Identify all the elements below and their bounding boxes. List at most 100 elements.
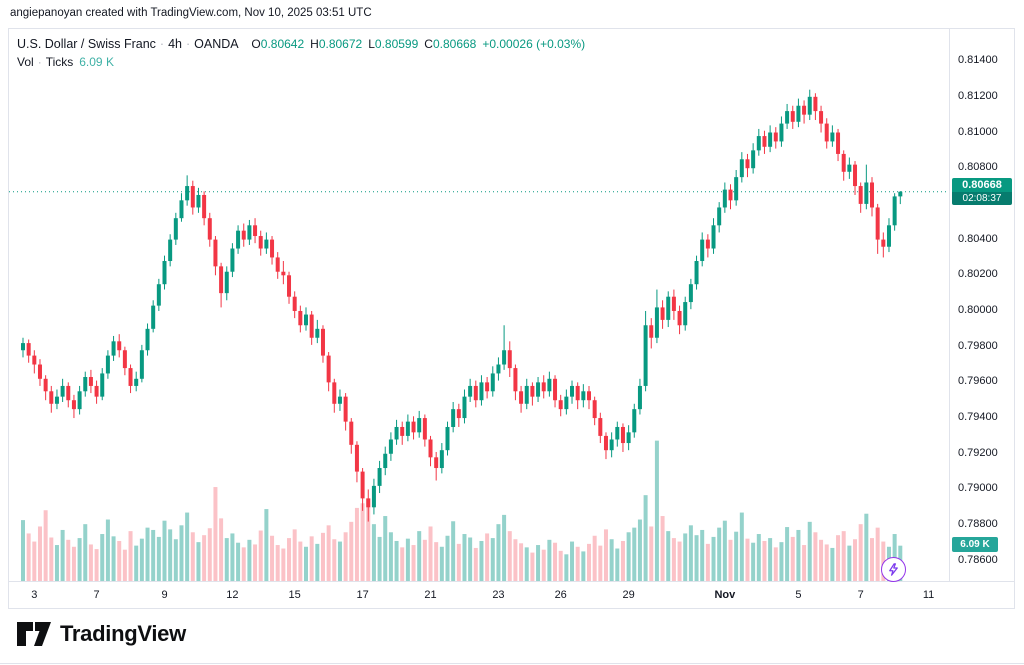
candle (847, 164, 852, 172)
candlestick-chart[interactable] (9, 29, 949, 581)
time-tick-label: Nov (714, 589, 736, 601)
candle (637, 385, 642, 410)
candle (762, 136, 767, 147)
interval-label[interactable]: 4h (168, 37, 182, 51)
volume-bar (530, 552, 535, 581)
volume-bar (847, 545, 852, 581)
volume-bar (417, 531, 422, 581)
volume-bar (26, 533, 31, 581)
volume-bar (151, 529, 156, 581)
volume-bar (304, 546, 308, 581)
volume-bar (553, 542, 558, 581)
bar-countdown: 02:08:37 (952, 191, 1012, 205)
volume-bar (739, 512, 744, 581)
candle (722, 189, 727, 208)
candle (202, 194, 207, 219)
volume-bar (94, 549, 99, 581)
candle (258, 236, 263, 249)
candle (558, 400, 563, 410)
volume-bar (671, 538, 676, 581)
volume-bar (219, 518, 224, 581)
volume-bar (258, 530, 263, 581)
price-tick-label: 0.80400 (958, 232, 998, 245)
volume-bar (603, 529, 608, 581)
exchange-label[interactable]: OANDA (194, 37, 238, 51)
symbol-title[interactable]: U.S. Dollar / Swiss Franc (17, 37, 156, 51)
candle (117, 341, 122, 351)
candle (807, 96, 812, 115)
volume-bar (168, 529, 173, 581)
candle (756, 136, 761, 151)
candle (145, 328, 150, 351)
time-axis[interactable]: 3 7 9 12 15 17 21 23 26 29 Nov 5 7 11 (9, 581, 1014, 609)
candle (185, 186, 190, 201)
candle (439, 450, 444, 469)
volume-bar (332, 539, 337, 581)
volume-bar (134, 545, 139, 581)
price-axis[interactable]: 0.81400 0.81200 0.81000 0.80800 0.80400 0.802… (949, 29, 1016, 581)
volume-bar (666, 531, 671, 581)
page-bottom-divider (0, 663, 1024, 664)
volume-bar (71, 546, 76, 581)
chart-legend: U.S. Dollar / Swiss Franc · 4h · OANDA O0.80… (17, 36, 585, 70)
time-tick-label: 9 (161, 589, 168, 601)
candle (779, 123, 784, 142)
candle (241, 230, 246, 240)
volume-bar (434, 542, 439, 581)
volume-bar (383, 516, 388, 581)
chart-pane[interactable]: U.S. Dollar / Swiss Franc · 4h · OANDA O0.80… (9, 29, 949, 582)
candle (405, 421, 410, 436)
legend-separator: · (186, 37, 191, 51)
volume-bar (547, 539, 552, 581)
candle (377, 468, 382, 486)
volume-bar (485, 533, 490, 581)
volume-bar (145, 527, 150, 581)
candle (315, 328, 320, 338)
candle (139, 350, 144, 379)
candle (320, 328, 325, 356)
volume-bar (49, 537, 54, 581)
volume-bar (190, 532, 195, 581)
candle (253, 225, 258, 237)
candle (105, 355, 110, 374)
volume-bar (558, 550, 563, 581)
volume-bar (439, 546, 444, 581)
volume-bar (496, 524, 501, 581)
candle (575, 385, 580, 401)
price-tick-label: 0.80200 (958, 268, 998, 281)
volume-bar (32, 541, 37, 581)
time-tick-label: 5 (795, 589, 802, 601)
volume-bar (156, 536, 161, 581)
volume-bar (66, 539, 71, 581)
candle (609, 439, 614, 451)
volume-value: 6.09 K (79, 55, 114, 69)
candle (462, 396, 467, 419)
volume-bar (43, 510, 48, 581)
volume-bar (196, 542, 201, 581)
candle (111, 341, 116, 356)
candle (236, 230, 241, 249)
volume-bar (830, 547, 835, 581)
candle (49, 391, 54, 404)
candle (400, 426, 405, 436)
tradingview-logo[interactable]: TradingView (16, 620, 186, 648)
volume-bar (394, 540, 399, 581)
volume-bar (711, 536, 716, 581)
volume-bar (870, 538, 874, 581)
volume-bar (705, 543, 710, 581)
time-tick-label: 17 (356, 589, 369, 601)
time-tick-label: 21 (424, 589, 437, 601)
volume-bar (349, 521, 354, 581)
candle (886, 225, 891, 247)
tradingview-logo-text: TradingView (60, 621, 186, 646)
candle (524, 385, 529, 404)
tradingview-logo-icon (17, 622, 51, 646)
lightning-button[interactable] (881, 557, 906, 582)
price-tick-label: 0.79800 (958, 339, 998, 352)
candle (813, 96, 818, 112)
volume-bar (598, 545, 603, 581)
volume-label[interactable]: Vol (17, 55, 34, 69)
price-tick-label: 0.80000 (958, 303, 998, 316)
volume-bar (247, 539, 252, 581)
candle (507, 350, 512, 369)
